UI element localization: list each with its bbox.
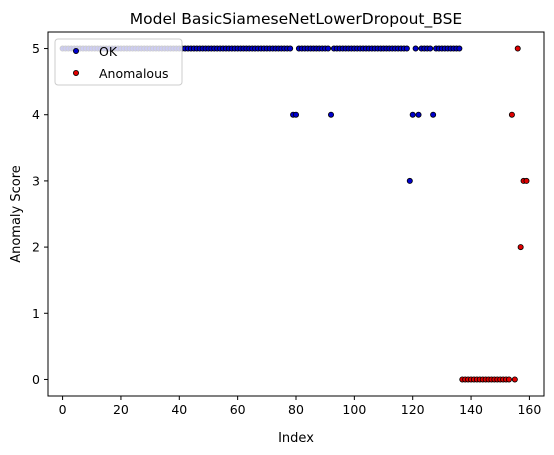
- x-axis-label: Index: [278, 431, 314, 446]
- ok-point: [430, 111, 437, 118]
- ok-point: [328, 111, 335, 118]
- y-axis: 0 1 2 3 4 5: [32, 41, 48, 387]
- anomalous-point: [508, 111, 515, 118]
- x-tick-label: 100: [342, 402, 366, 417]
- ok-point: [287, 45, 294, 52]
- y-tick-label: 0: [32, 372, 40, 387]
- x-tick-label: 120: [401, 402, 425, 417]
- legend-label-anomalous: Anomalous: [99, 66, 169, 81]
- plot-frame: [47, 31, 545, 397]
- y-tick-label: 4: [32, 107, 40, 122]
- x-axis: 0 20 40 60 80 100 120 140 160: [59, 396, 541, 417]
- ok-point: [403, 45, 410, 52]
- anomalous-point: [505, 376, 512, 383]
- legend-box: [54, 38, 183, 86]
- y-axis-label: Anomaly Score: [9, 165, 24, 263]
- x-tick-label: 40: [171, 402, 187, 417]
- ok-point: [415, 111, 422, 118]
- x-tick-label: 160: [517, 402, 541, 417]
- y-tick-label: 2: [32, 240, 40, 255]
- legend-marker-anomalous: [73, 70, 80, 77]
- ok-point: [412, 45, 419, 52]
- x-tick-label: 140: [459, 402, 483, 417]
- anomalous-point: [523, 177, 530, 184]
- legend: OK Anomalous: [54, 38, 183, 86]
- legend-label-ok: OK: [99, 44, 118, 59]
- plot-area: [59, 45, 530, 383]
- ok-point: [292, 111, 299, 118]
- ok-point: [456, 45, 463, 52]
- y-tick-label: 3: [32, 173, 40, 188]
- ok-point: [406, 177, 413, 184]
- legend-marker-ok: [73, 48, 80, 55]
- anomalous-point: [514, 45, 521, 52]
- chart-title: Model BasicSiameseNetLowerDropout_BSE: [130, 10, 462, 29]
- x-tick-label: 20: [113, 402, 129, 417]
- anomalous-point: [517, 244, 524, 251]
- x-tick-label: 80: [288, 402, 304, 417]
- y-tick-label: 5: [32, 41, 40, 56]
- anomalous-point: [511, 376, 518, 383]
- ok-point: [427, 45, 434, 52]
- ok-point: [325, 45, 332, 52]
- x-tick-label: 0: [59, 402, 67, 417]
- y-tick-label: 1: [32, 306, 40, 321]
- ok-point: [409, 111, 416, 118]
- x-tick-label: 60: [230, 402, 246, 417]
